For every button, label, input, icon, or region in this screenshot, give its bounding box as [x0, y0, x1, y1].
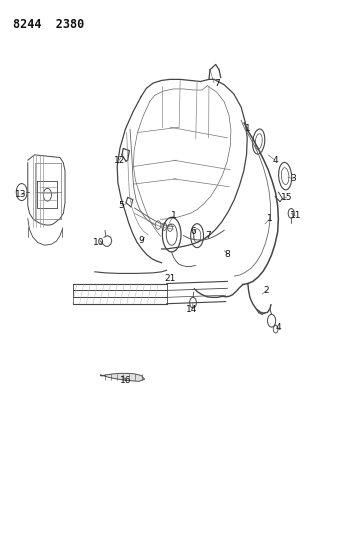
Text: 13: 13 — [15, 190, 27, 199]
Text: 3: 3 — [291, 174, 296, 183]
Text: 12: 12 — [114, 156, 125, 165]
Polygon shape — [101, 373, 144, 381]
Text: 15: 15 — [281, 193, 293, 202]
Text: 21: 21 — [164, 273, 176, 282]
Text: 2: 2 — [264, 286, 269, 295]
Text: 8: 8 — [225, 250, 231, 259]
Text: 1: 1 — [245, 124, 251, 133]
Text: 1: 1 — [267, 214, 273, 223]
Text: 16: 16 — [120, 376, 132, 385]
Text: 8244  2380: 8244 2380 — [13, 18, 84, 31]
Text: 4: 4 — [272, 156, 278, 165]
Text: 1: 1 — [171, 212, 176, 221]
Text: 7: 7 — [205, 231, 211, 240]
Text: 11: 11 — [290, 212, 301, 221]
Text: 5: 5 — [118, 201, 124, 210]
Text: 9: 9 — [138, 237, 144, 246]
Text: 4: 4 — [275, 323, 281, 332]
Text: 14: 14 — [186, 304, 198, 313]
Text: 6: 6 — [191, 228, 197, 237]
Text: 10: 10 — [93, 238, 105, 247]
Text: 7: 7 — [215, 78, 220, 87]
